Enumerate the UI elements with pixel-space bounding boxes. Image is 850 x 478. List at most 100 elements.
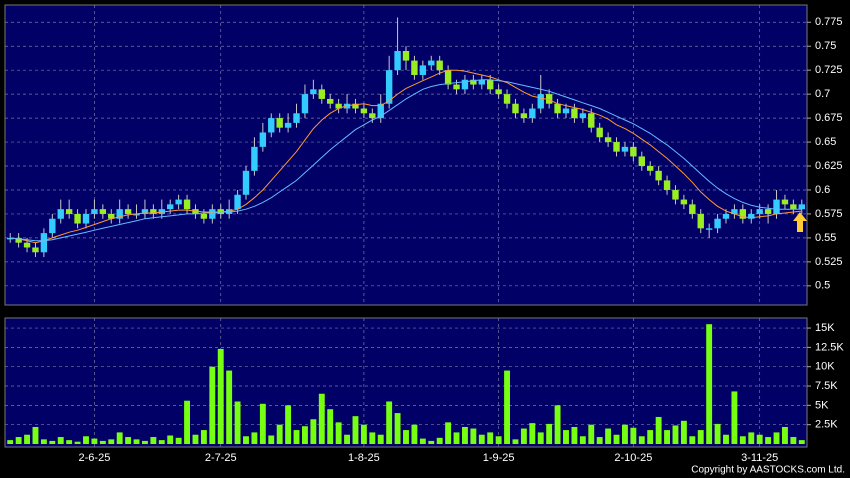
volume-bar <box>200 430 207 444</box>
volume-bar <box>83 436 89 444</box>
candle-body <box>545 94 553 104</box>
candle-body <box>259 132 267 147</box>
candle-body <box>714 218 721 229</box>
volume-bar <box>520 428 527 444</box>
candle-body <box>436 60 443 71</box>
volume-bar <box>495 436 502 444</box>
volume-bar <box>638 436 645 444</box>
candle-body <box>15 237 22 243</box>
x-tick-label: 3-11-25 <box>741 452 778 464</box>
arrow <box>793 212 807 232</box>
y-tick-label: 0.65 <box>815 136 836 148</box>
candle-body <box>571 108 578 119</box>
volume-bar <box>630 427 637 444</box>
candle-body <box>663 180 671 190</box>
candle-body <box>529 108 536 119</box>
candle-body <box>200 213 208 219</box>
volume-bar <box>125 437 132 444</box>
candle-body <box>82 213 90 224</box>
y-tick-label: 10K <box>815 361 835 373</box>
candle-body <box>731 209 738 214</box>
candle-body <box>798 204 805 210</box>
candle-body <box>478 79 485 85</box>
volume-bar <box>773 432 780 444</box>
y-tick-label: 0.6 <box>815 184 830 196</box>
volume-bar <box>453 432 460 444</box>
volume-bar <box>714 423 721 444</box>
volume-bar <box>293 430 300 444</box>
candle-body <box>647 166 654 171</box>
volume-bar <box>428 440 435 444</box>
candle-body <box>209 209 216 219</box>
candle-body <box>621 146 629 152</box>
volume-bar <box>217 348 224 444</box>
volume-bar <box>411 424 418 444</box>
candle-body <box>428 60 435 66</box>
y-tick-label: 0.55 <box>815 232 836 244</box>
candle-body <box>23 242 31 248</box>
candle-body <box>133 213 140 216</box>
candle-body <box>40 233 48 253</box>
candle-body <box>487 79 494 90</box>
volume-bar <box>243 436 249 444</box>
candle-body <box>503 94 511 104</box>
volume-bar <box>445 422 452 444</box>
candle-body <box>183 199 191 210</box>
candle-body <box>596 127 603 138</box>
candle-body <box>327 98 334 104</box>
candle-body <box>495 89 502 95</box>
volume-bar <box>344 434 350 444</box>
volume-bar <box>192 434 199 444</box>
volume-bar <box>142 440 148 444</box>
volume-bar <box>470 428 477 444</box>
volume-bar <box>647 430 654 444</box>
candle-body <box>604 137 612 143</box>
candle-body <box>394 51 401 71</box>
volume-bar <box>226 370 233 444</box>
volume-bar <box>664 430 670 444</box>
candle-body <box>630 146 637 157</box>
volume-bar <box>419 438 426 444</box>
candle-body <box>251 146 258 171</box>
candle-body <box>91 209 98 214</box>
volume-bar <box>116 432 123 444</box>
volume-bar <box>377 434 384 444</box>
volume-bar <box>782 426 788 444</box>
y-tick-label: 12.5K <box>815 341 844 353</box>
y-tick-label: 0.625 <box>815 160 843 172</box>
candle-body <box>369 113 376 119</box>
candle-body <box>613 142 620 152</box>
candle-body <box>419 65 427 75</box>
candle-body <box>268 118 275 133</box>
x-tick-label: 2-10-25 <box>614 452 652 464</box>
candle-body <box>470 79 477 85</box>
x-tick-label: 2-7-25 <box>205 452 237 464</box>
volume-bar <box>184 400 190 444</box>
candle-body <box>739 209 747 219</box>
volume-bar <box>91 438 98 444</box>
candle-body <box>108 213 115 219</box>
volume-bar <box>327 409 334 444</box>
volume-bar <box>40 439 47 444</box>
candle-body <box>705 228 713 230</box>
candle-body <box>293 113 300 123</box>
volume-bar <box>7 440 14 444</box>
volume-bar <box>276 424 283 444</box>
candle-body <box>756 209 763 214</box>
volume-bar <box>360 424 367 444</box>
volume-bar <box>554 405 561 444</box>
candle-body <box>284 122 292 128</box>
copyright: Copyright by AASTOCKS.com Ltd. <box>691 465 845 476</box>
volume-bar <box>209 366 216 444</box>
y-tick-label: 7.5K <box>815 380 838 392</box>
candle-body <box>638 156 645 167</box>
candle-body <box>167 204 174 210</box>
y-tick-label: 2.5K <box>815 419 838 431</box>
volume-bar <box>302 426 308 444</box>
volume-bar <box>478 434 485 444</box>
candle-body <box>276 118 283 128</box>
candle-body <box>790 204 797 210</box>
volume-bar <box>723 434 729 444</box>
candle-body <box>310 89 317 95</box>
